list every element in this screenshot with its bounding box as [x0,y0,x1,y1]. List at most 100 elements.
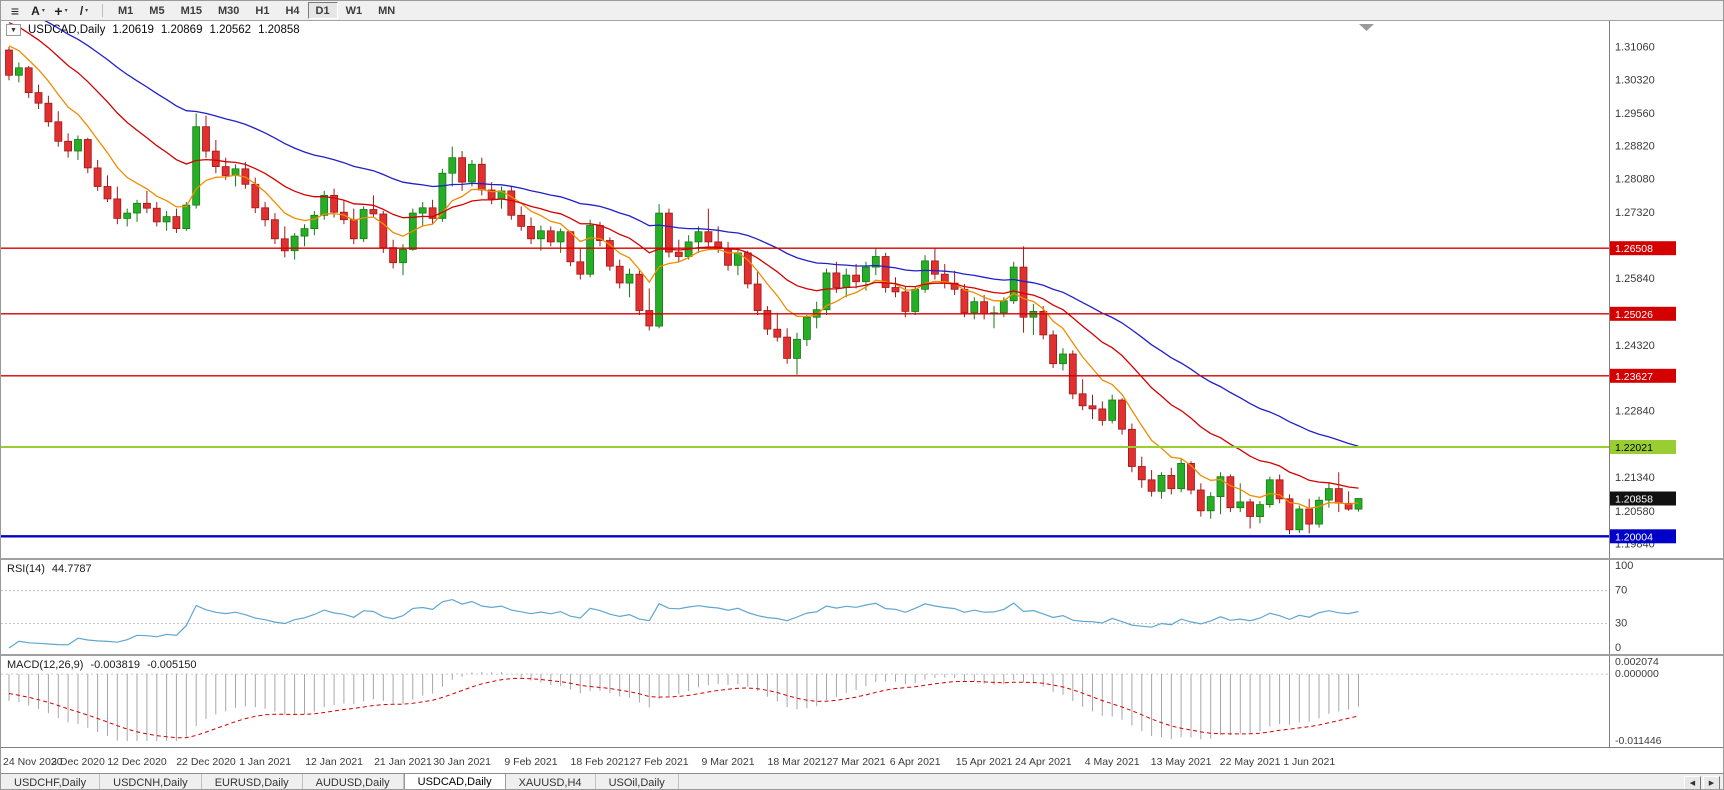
timeframe-m1-button[interactable]: M1 [118,4,134,17]
current-price-badge: 1.20858 [1610,491,1676,506]
rsi-line [8,598,1359,649]
trendline-tool-icon[interactable]: / ▾ [73,2,95,19]
tab-list: USDCHF,Daily USDCNH,Daily EURUSD,Daily AUDU… [1,774,679,789]
svg-text:1.28820: 1.28820 [1615,141,1655,153]
macd-signal-value: -0.005150 [146,659,197,671]
price-badge-1.26508: 1.26508 [1610,241,1676,256]
svg-text:22 Dec 2020: 22 Dec 2020 [176,756,236,768]
tab-scroll-buttons: ◀ ▶ [1684,774,1723,789]
svg-text:1.25026: 1.25026 [1615,309,1653,321]
rsi-axis-label: 30 [1615,617,1627,629]
crosshair-tool-icon[interactable]: + ▾ [50,2,72,19]
rsi-axis-label: 100 [1615,560,1633,572]
svg-text:18 Feb 2021: 18 Feb 2021 [571,756,630,768]
panel-splitter-rsi[interactable] [1,558,1723,560]
svg-text:1.22021: 1.22021 [1615,442,1653,454]
svg-text:1.31060: 1.31060 [1615,42,1655,54]
tab-bar: USDCHF,Daily USDCNH,Daily EURUSD,Daily AUDU… [1,773,1723,789]
chart-tab-usoil[interactable]: USOil,Daily [596,774,679,789]
macd-axis-label: 0.000000 [1615,668,1659,680]
macd-name: MACD(12,26,9) [7,659,84,671]
svg-text:1.29560: 1.29560 [1615,108,1655,120]
svg-text:1 Jan 2021: 1 Jan 2021 [239,756,291,768]
svg-text:12 Dec 2020: 12 Dec 2020 [107,756,167,768]
tab-scroll-right-button[interactable]: ▶ [1703,775,1720,789]
chart-tab-usdcad[interactable]: USDCAD,Daily [403,774,506,789]
svg-text:6 Apr 2021: 6 Apr 2021 [890,756,941,768]
svg-text:1.20858: 1.20858 [1615,494,1653,506]
svg-text:1.24320: 1.24320 [1615,340,1655,352]
svg-text:30 Jan 2021: 30 Jan 2021 [433,756,491,768]
svg-text:1.28080: 1.28080 [1615,174,1655,186]
svg-text:12 Jan 2021: 12 Jan 2021 [305,756,363,768]
chart-shift-marker-icon[interactable] [1359,24,1374,31]
tab-scroll-left-button[interactable]: ◀ [1684,775,1701,789]
rsi-name: RSI(14) [7,563,45,575]
svg-text:1.25840: 1.25840 [1615,273,1655,285]
chart-tab-usdcnh[interactable]: USDCNH,Daily [100,774,202,789]
trendline-tool-icon-glyph: / [79,3,84,18]
ohlc-low: 1.20562 [209,24,252,36]
timeframe-w1-button[interactable]: W1 [345,4,363,17]
timeframe-m5-button[interactable]: M5 [149,4,165,17]
svg-text:24 Nov 2020: 24 Nov 2020 [3,756,63,768]
price-badge-1.20004: 1.20004 [1610,529,1676,544]
ohlc-high: 1.20869 [160,24,203,36]
svg-text:22 May 2021: 22 May 2021 [1220,756,1281,768]
svg-text:1 Jun 2021: 1 Jun 2021 [1283,756,1335,768]
crosshair-tool-icon-glyph: + [54,2,63,19]
svg-text:18 Mar 2021: 18 Mar 2021 [768,756,827,768]
dropdown-caret-icon: ▾ [85,8,89,14]
candlestick-series [5,46,1363,535]
charts-list-icon-glyph: ≡ [10,2,20,19]
svg-text:1.27320: 1.27320 [1615,207,1655,219]
svg-text:9 Mar 2021: 9 Mar 2021 [701,756,754,768]
price-badge-1.22021: 1.22021 [1610,440,1676,454]
rsi-indicator-label: RSI(14) 44.7787 [7,563,92,575]
chart-symbol-period: USDCAD,Daily [28,24,106,36]
macd-indicator-label: MACD(12,26,9) -0.003819 -0.005150 [7,659,197,671]
macd-axis-label: -0.011446 [1615,735,1662,747]
macd-axis-label: 0.002074 [1615,656,1659,668]
svg-text:1.22840: 1.22840 [1615,406,1655,418]
ohlc-close: 1.20858 [258,24,300,36]
price-chart-canvas[interactable]: 1.31060 1.30320 1.29560 1.28820 1.28080 1.273… [1,21,1724,773]
ohlc-open: 1.20619 [112,24,154,36]
timeframe-d1-button[interactable]: D1 [307,2,338,19]
ma-slow-blue [44,21,1359,447]
svg-text:1.20580: 1.20580 [1615,506,1655,518]
macd-signal-line [8,677,1359,739]
chart-title: ▼ USDCAD,Daily 1.20619 1.20869 1.20562 1… [6,24,300,36]
rsi-value: 44.7787 [51,563,92,575]
chart-tab-usdchf[interactable]: USDCHF,Daily [1,774,101,789]
chart-tab-xauusd[interactable]: XAUUSD,H4 [506,774,596,789]
chart-dropdown-icon[interactable]: ▼ [6,24,21,36]
chart-tab-eurusd[interactable]: EURUSD,Daily [202,774,303,789]
chart-tab-audusd[interactable]: AUDUSD,Daily [303,774,404,789]
dropdown-caret-icon: ▾ [41,8,45,14]
price-badge-1.23627: 1.23627 [1610,368,1676,383]
chart-workspace: 1.31060 1.30320 1.29560 1.28820 1.28080 1.273… [1,21,1724,773]
timeframe-m15-button[interactable]: M15 [180,4,202,17]
timeframe-mn-button[interactable]: MN [378,4,396,17]
svg-text:1.30320: 1.30320 [1615,74,1655,86]
svg-text:13 May 2021: 13 May 2021 [1151,756,1212,768]
panel-splitter-macd[interactable] [1,654,1723,656]
toolbar-icon-group: ≡ A ▾ + ▾ / ▾ [4,2,95,19]
charts-list-icon[interactable]: ≡ [4,2,26,19]
svg-text:1.23627: 1.23627 [1615,371,1653,383]
timeframe-h1-button[interactable]: H1 [255,4,270,17]
timeframe-m30-button[interactable]: M30 [217,4,240,17]
svg-text:27 Feb 2021: 27 Feb 2021 [630,756,689,768]
svg-text:15 Apr 2021: 15 Apr 2021 [956,756,1013,768]
timeframe-h4-button[interactable]: H4 [285,4,300,17]
svg-text:9 Feb 2021: 9 Feb 2021 [504,756,557,768]
cursor-tool-icon[interactable]: A ▾ [27,2,49,19]
cursor-tool-icon-glyph: A [31,3,40,18]
chart-background [1,21,1723,773]
macd-main-value: -0.003819 [90,659,140,671]
dropdown-caret-icon: ▾ [64,8,68,14]
rsi-axis-label: 0 [1615,642,1621,654]
horizontal-lines[interactable] [1,247,1609,538]
